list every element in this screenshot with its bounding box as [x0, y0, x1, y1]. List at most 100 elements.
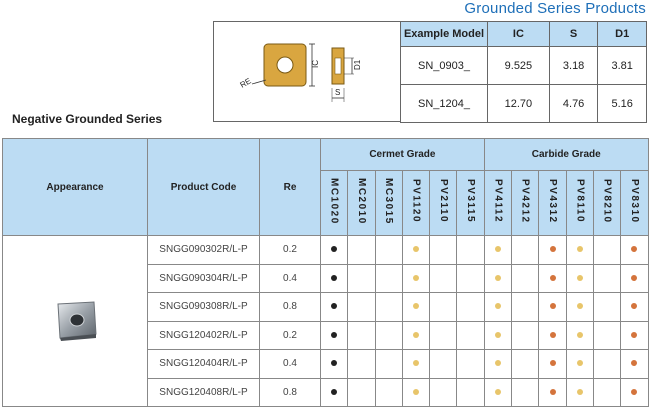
section-title: Negative Grounded Series [12, 112, 163, 126]
availability-dot-icon [413, 274, 420, 281]
col-product-code: Product Code [147, 138, 260, 236]
grade-availability-cell [538, 263, 567, 293]
grade-code-label: PV8210 [601, 179, 613, 224]
availability-dot-icon [631, 246, 638, 253]
grade-availability-cell [319, 292, 349, 322]
insert-photo [57, 300, 97, 341]
availability-dot-icon [331, 303, 338, 310]
col-d1: D1 [597, 21, 647, 47]
availability-dot-icon [631, 274, 638, 281]
grade-code-label: PV1120 [410, 179, 422, 224]
product-code-cell: SNGG120402R/L-P [147, 320, 260, 350]
col-re: Re [259, 138, 321, 236]
grade-availability-cell [620, 263, 649, 293]
grade-availability-cell [347, 320, 376, 350]
grade-availability-cell [456, 349, 485, 379]
availability-dot-icon [413, 303, 420, 310]
grade-code-label: PV8310 [628, 179, 640, 224]
grade-availability-cell [620, 235, 649, 265]
availability-dot-icon [549, 274, 556, 281]
availability-dot-icon [413, 331, 420, 338]
insert-dimension-drawing: IC RE D1 S [239, 43, 362, 102]
availability-dot-icon [331, 388, 338, 395]
re-cell: 0.8 [259, 377, 321, 407]
availability-dot-icon [549, 246, 556, 253]
grade-availability-cell [374, 377, 403, 407]
availability-dot-icon [331, 246, 338, 253]
availability-dot-icon [631, 360, 638, 367]
availability-dot-icon [494, 303, 501, 310]
grade-code-label: MC3015 [383, 178, 395, 225]
d1-cell: 5.16 [597, 84, 647, 123]
availability-dot-icon [494, 331, 501, 338]
grade-code-label: PV2110 [437, 179, 449, 224]
ic-cell: 9.525 [487, 46, 550, 85]
grade-availability-cell [511, 349, 540, 379]
grade-code-row: MC1020 MC2010 MC3015 PV1120 PV2110 PV3115 PV41… [3, 170, 649, 236]
availability-dot-icon [331, 360, 338, 367]
product-code-cell: SNGG090302R/L-P [147, 235, 260, 265]
grade-availability-cell [429, 349, 458, 379]
re-cell: 0.8 [259, 292, 321, 322]
grade-availability-cell [565, 377, 594, 407]
availability-dot-icon [576, 388, 583, 395]
grade-availability-cell [565, 263, 594, 293]
re-cell: 0.4 [259, 263, 321, 293]
availability-dot-icon [576, 303, 583, 310]
availability-dot-icon [576, 274, 583, 281]
grade-availability-cell [429, 320, 458, 350]
availability-dot-icon [576, 331, 583, 338]
table-row: SNGG120404R/L-P 0.4 [3, 349, 649, 379]
grade-header-row: Appearance Product Code Re Cermet Grade … [2, 138, 649, 236]
grade-column-header: MC1020 [319, 170, 349, 236]
grade-column-header: PV8110 [565, 170, 594, 236]
grade-code-label: MC1020 [328, 178, 340, 225]
grade-column-header: PV8310 [620, 170, 649, 236]
availability-dot-icon [549, 360, 556, 367]
grade-availability-cell [592, 235, 622, 265]
grade-availability-cell [565, 349, 594, 379]
grade-column-header: PV2110 [429, 170, 458, 236]
grade-code-label: PV8110 [574, 179, 586, 224]
grade-availability-cell [483, 377, 513, 407]
grade-availability-cell [456, 320, 485, 350]
grade-availability-cell [401, 377, 431, 407]
grade-code-label: MC2010 [355, 178, 367, 225]
grade-availability-cell [592, 377, 622, 407]
grade-column-header: MC2010 [347, 170, 376, 236]
ic-label: IC [311, 60, 320, 68]
re-cell: 0.2 [259, 235, 321, 265]
re-cell: 0.2 [259, 320, 321, 350]
product-table-body: SNGG090302R/L-P 0.2 SNGG090304R/L-P 0.4 SNGG… [2, 235, 649, 407]
col-s: S [548, 21, 599, 47]
grade-column-header: PV4212 [511, 170, 540, 236]
grade-availability-cell [429, 263, 458, 293]
ic-cell: 12.70 [487, 84, 550, 123]
grade-availability-cell [592, 263, 622, 293]
grade-availability-cell [401, 235, 431, 265]
grade-availability-cell [620, 377, 649, 407]
s-cell: 3.18 [548, 46, 599, 85]
grade-availability-cell [511, 377, 540, 407]
grade-availability-cell [401, 320, 431, 350]
availability-dot-icon [413, 246, 420, 253]
grade-availability-cell [538, 235, 567, 265]
availability-dot-icon [494, 274, 501, 281]
grade-availability-cell [319, 377, 349, 407]
grade-availability-cell [538, 292, 567, 322]
grade-column-header: PV8210 [592, 170, 622, 236]
table-row: SNGG120408R/L-P 0.8 [3, 377, 649, 407]
availability-dot-icon [331, 274, 338, 281]
grade-availability-cell [374, 320, 403, 350]
model-cell: SN_0903_ [400, 46, 488, 85]
availability-dot-icon [631, 303, 638, 310]
availability-dot-icon [549, 303, 556, 310]
availability-dot-icon [413, 388, 420, 395]
grade-availability-cell [483, 235, 513, 265]
grade-availability-cell [347, 349, 376, 379]
availability-dot-icon [494, 388, 501, 395]
grade-availability-cell [374, 235, 403, 265]
grade-availability-cell [620, 349, 649, 379]
product-code-cell: SNGG120404R/L-P [147, 349, 260, 379]
grade-availability-cell [429, 235, 458, 265]
